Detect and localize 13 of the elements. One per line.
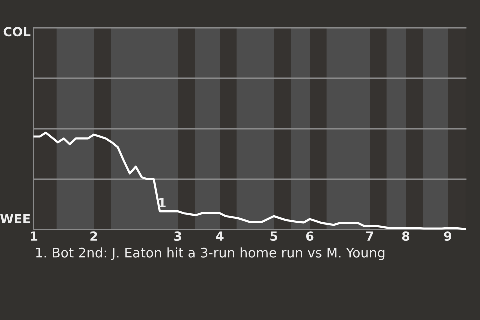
text: WEE <box>0 214 30 224</box>
x-tick-label: 6 <box>306 232 314 242</box>
text: COL <box>4 27 31 37</box>
x-tick-label: 3 <box>174 232 182 242</box>
x-tick-label: 4 <box>216 232 224 241</box>
x-tick-label: 1 <box>31 232 38 241</box>
x-tick-label: 9 <box>444 232 452 242</box>
text: 1. Bot 2nd: J. Eaton hit a 3-run home run vs M. Young <box>36 248 385 260</box>
x-tick-label: 5 <box>270 232 278 242</box>
x-tick-label: 8 <box>402 232 410 242</box>
x-tick-label: 7 <box>366 232 374 241</box>
x-tick-label: 2 <box>90 232 98 241</box>
annotation: 1 <box>159 198 166 208</box>
